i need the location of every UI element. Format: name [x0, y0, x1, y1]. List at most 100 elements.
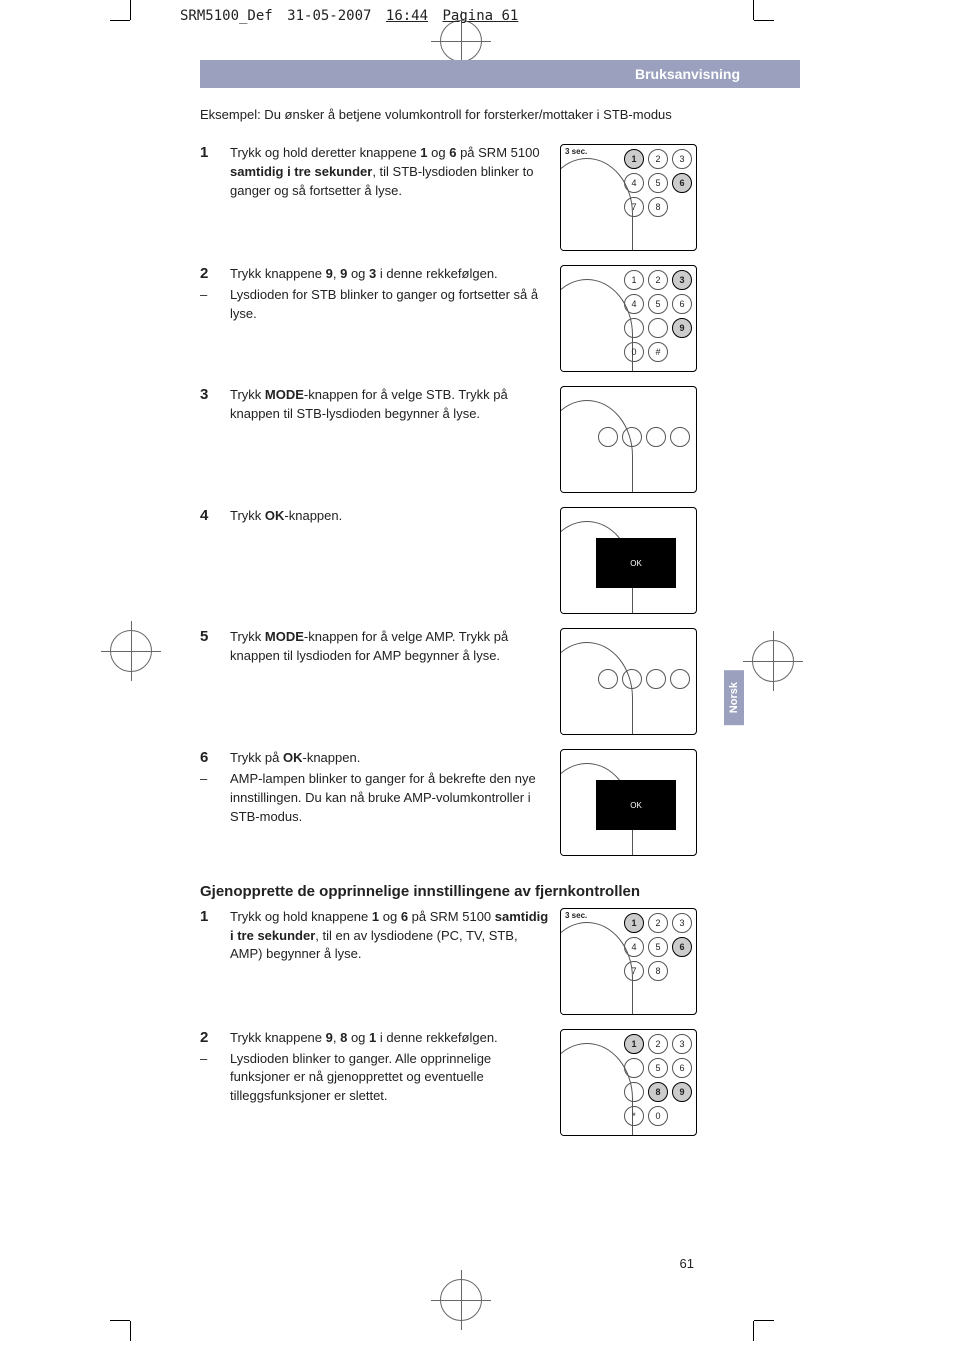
- timer-label: 3 sec.: [565, 147, 587, 156]
- meta-page-label: Pagina 61: [442, 8, 518, 24]
- step-number: 4: [200, 507, 230, 524]
- key-4: 4: [624, 294, 644, 314]
- step-a-1: 1Trykk og hold deretter knappene 1 og 6 …: [200, 144, 700, 257]
- key-3: 3: [672, 1034, 692, 1054]
- step-a-3: 3Trykk MODE-knappen for å velge STB. Try…: [200, 386, 700, 499]
- step-a-4: 4Trykk OK-knappen. OK: [200, 507, 700, 620]
- key-9: 9: [672, 318, 692, 338]
- step-sub-text: Lysdioden blinker to ganger. Alle opprin…: [230, 1050, 550, 1107]
- hand-icon: [560, 922, 633, 1015]
- remote-illustration: [560, 628, 697, 735]
- key-3: 3: [672, 149, 692, 169]
- key-1: 1: [624, 149, 644, 169]
- remote-illustration: 3 sec.12345678: [560, 144, 697, 251]
- step-a-6: 6Trykk på OK-knappen.–AMP-lampen blinker…: [200, 749, 700, 862]
- step-illustration: 1235689*0: [560, 1029, 700, 1142]
- content-area: Bruksanvisning Eksempel: Du ønsker å bet…: [200, 60, 700, 1150]
- key-1: 1: [624, 1034, 644, 1054]
- step-text: Trykk og hold deretter knappene 1 og 6 p…: [230, 144, 550, 201]
- remote-illustration: OK: [560, 749, 697, 856]
- key-2: 2: [648, 270, 668, 290]
- language-tab: Norsk: [724, 670, 744, 725]
- key-8: 8: [648, 1082, 668, 1102]
- remote-illustration: 1235689*0: [560, 1029, 697, 1136]
- hand-icon: [560, 158, 633, 251]
- key-#: #: [648, 342, 668, 362]
- mode-row-icon: [598, 427, 690, 447]
- key-8: 8: [648, 197, 668, 217]
- registration-mark-icon: [440, 1279, 482, 1321]
- step-body: Trykk på OK-knappen.–AMP-lampen blinker …: [230, 749, 560, 826]
- step-body: Trykk MODE-knappen for å velge AMP. Tryk…: [230, 628, 560, 666]
- step-text: Trykk MODE-knappen for å velge AMP. Tryk…: [230, 628, 550, 666]
- timer-label: 3 sec.: [565, 911, 587, 920]
- intro-text: Eksempel: Du ønsker å betjene volumkontr…: [200, 106, 700, 124]
- meta-filename: SRM5100_Def: [180, 8, 273, 24]
- step-text: Trykk og hold knappene 1 og 6 på SRM 510…: [230, 908, 550, 965]
- key-6: 6: [672, 294, 692, 314]
- keypad-icon: 12345678: [624, 913, 692, 981]
- step-text: Trykk knappene 9, 9 og 3 i denne rekkefø…: [230, 265, 550, 284]
- section-heading-restore: Gjenopprette de opprinnelige innstilling…: [200, 882, 700, 902]
- key-1: 1: [624, 913, 644, 933]
- key-5: 5: [648, 173, 668, 193]
- step-sub-dash: –: [200, 1050, 230, 1107]
- keypad-icon: 1235689*0: [624, 1034, 692, 1126]
- keypad-icon: 123 456 9 0#: [624, 270, 692, 362]
- mode-row-icon: [598, 669, 690, 689]
- step-text: Trykk på OK-knappen.: [230, 749, 550, 768]
- key-5: 5: [648, 937, 668, 957]
- key-3: 3: [672, 270, 692, 290]
- step-text: Trykk MODE-knappen for å velge STB. Tryk…: [230, 386, 550, 424]
- step-number: 1: [200, 144, 230, 161]
- key-0: 0: [648, 1106, 668, 1126]
- key-9: 9: [672, 1082, 692, 1102]
- step-illustration: OK: [560, 749, 700, 862]
- step-sub-text: Lysdioden for STB blinker to ganger og f…: [230, 286, 550, 324]
- key-7: 7: [624, 197, 644, 217]
- key-6: 6: [672, 1058, 692, 1078]
- key-6: 6: [672, 173, 692, 193]
- step-text: Trykk knappene 9, 8 og 1 i denne rekkefø…: [230, 1029, 550, 1048]
- step-number: 6: [200, 749, 230, 766]
- hand-icon: [560, 1043, 633, 1136]
- step-number: 5: [200, 628, 230, 645]
- step-b-1: 1Trykk og hold knappene 1 og 6 på SRM 51…: [200, 908, 700, 1021]
- step-body: Trykk og hold knappene 1 og 6 på SRM 510…: [230, 908, 560, 965]
- step-body: Trykk knappene 9, 9 og 3 i denne rekkefø…: [230, 265, 560, 324]
- step-number: 1: [200, 908, 230, 925]
- registration-mark-icon: [110, 630, 152, 672]
- key-*: *: [624, 1106, 644, 1126]
- remote-illustration: [560, 386, 697, 493]
- key-2: 2: [648, 149, 668, 169]
- remote-illustration: 3 sec. 12345678: [560, 908, 697, 1015]
- step-body: Trykk og hold deretter knappene 1 og 6 p…: [230, 144, 560, 201]
- key-1: 1: [624, 270, 644, 290]
- step-sub-text: AMP-lampen blinker to ganger for å bekre…: [230, 770, 550, 827]
- key-blank: [624, 1082, 644, 1102]
- step-number: 3: [200, 386, 230, 403]
- key-4: 4: [624, 937, 644, 957]
- meta-time: 16:44: [386, 8, 428, 24]
- keypad-icon: 12345678: [624, 149, 692, 217]
- remote-illustration: 123 456 9 0#: [560, 265, 697, 372]
- key-0: 0: [624, 342, 644, 362]
- step-text: Trykk OK-knappen.: [230, 507, 550, 526]
- step-sub-dash: –: [200, 770, 230, 827]
- step-number: 2: [200, 1029, 230, 1046]
- step-illustration: 3 sec. 12345678: [560, 908, 700, 1021]
- step-sub-dash: –: [200, 286, 230, 324]
- page: SRM5100_Def 31-05-2007 16:44 Pagina 61 N…: [0, 0, 954, 1351]
- hand-icon: [560, 279, 633, 372]
- key-blank: [648, 318, 668, 338]
- ok-pad-icon: OK: [596, 538, 676, 588]
- key-5: 5: [648, 294, 668, 314]
- key-8: 8: [648, 961, 668, 981]
- key-2: 2: [648, 1034, 668, 1054]
- ok-pad-icon: OK: [596, 780, 676, 830]
- registration-mark-icon: [752, 640, 794, 682]
- step-b-2: 2Trykk knappene 9, 8 og 1 i denne rekkef…: [200, 1029, 700, 1142]
- remote-illustration: OK: [560, 507, 697, 614]
- crop-marks-bottom: [0, 1311, 954, 1351]
- key-blank: [624, 318, 644, 338]
